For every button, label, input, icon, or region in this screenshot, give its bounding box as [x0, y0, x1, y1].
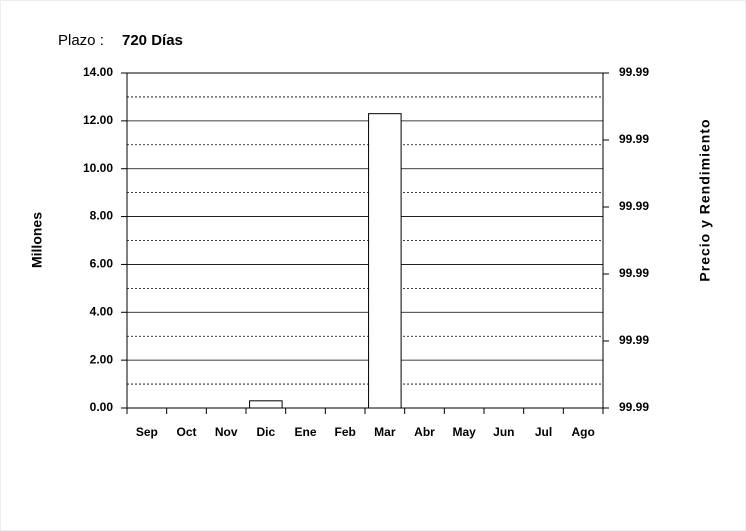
- y-tick-label: 6.00: [90, 257, 114, 271]
- y2-tick-label: 99.99: [619, 400, 649, 414]
- x-tick-label: Feb: [334, 425, 355, 439]
- x-tick-label: Ago: [572, 425, 595, 439]
- title-label: Plazo :: [58, 32, 104, 49]
- x-tick-label: Dic: [256, 425, 275, 439]
- x-tick-label: Mar: [374, 425, 396, 439]
- x-tick-label: Nov: [215, 425, 238, 439]
- y-tick-label: 10.00: [83, 161, 113, 175]
- x-tick-label: Oct: [176, 425, 196, 439]
- chart-title: 720 Días: [122, 32, 183, 49]
- x-tick-label: Ene: [294, 425, 316, 439]
- y-tick-label: 0.00: [90, 400, 114, 414]
- y2-tick-label: 99.99: [619, 65, 649, 79]
- y2-tick-label: 99.99: [619, 199, 649, 213]
- y-tick-label: 14.00: [83, 65, 113, 79]
- x-tick-label: Jul: [535, 425, 552, 439]
- y-axis-label: Millones: [29, 212, 45, 268]
- y2-tick-label: 99.99: [619, 132, 649, 146]
- y-tick-label: 2.00: [90, 352, 114, 366]
- x-tick-label: Abr: [414, 425, 435, 439]
- bar: [249, 400, 283, 409]
- y2-axis-label: Precio y Rendimiento: [697, 118, 713, 281]
- y2-tick-label: 99.99: [619, 333, 649, 347]
- x-tick-label: May: [452, 425, 476, 439]
- y-tick-label: 4.00: [90, 304, 114, 318]
- x-tick-label: Jun: [493, 425, 514, 439]
- y-tick-label: 12.00: [83, 113, 113, 127]
- y2-tick-label: 99.99: [619, 266, 649, 280]
- bar: [368, 113, 402, 409]
- x-tick-label: Sep: [136, 425, 158, 439]
- plot-frame: [126, 72, 604, 409]
- y-tick-label: 8.00: [90, 209, 114, 223]
